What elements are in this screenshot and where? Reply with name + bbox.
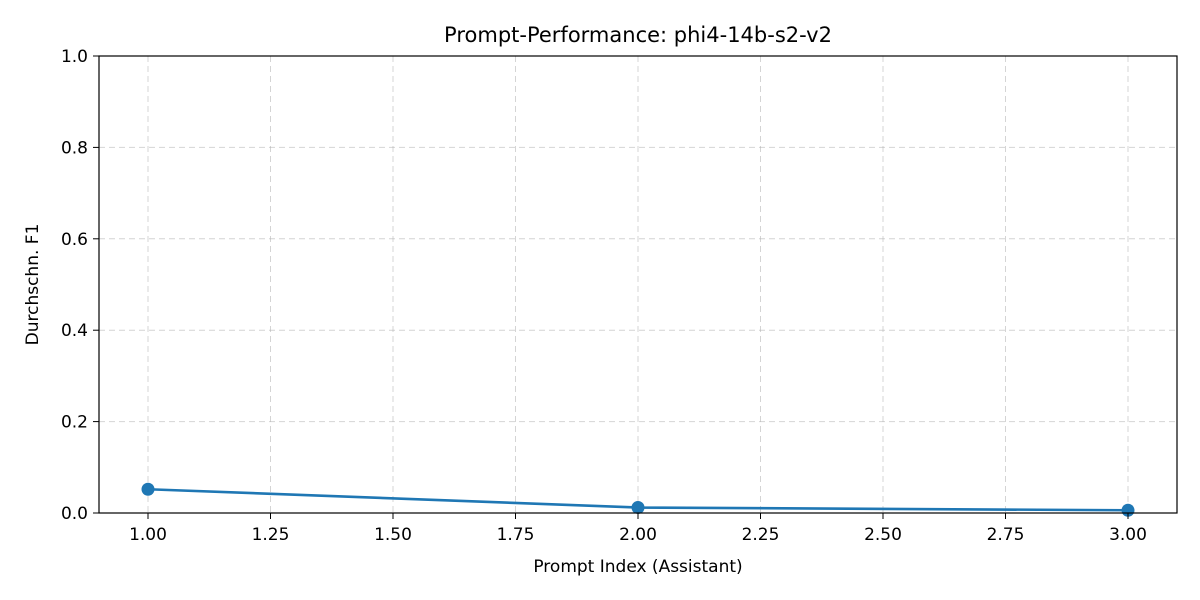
data-point-2 (631, 501, 645, 515)
x-tick-label: 2.75 (987, 525, 1025, 545)
data-point-1 (141, 482, 155, 496)
chart-title: Prompt-Performance: phi4-14b-s2-v2 (444, 23, 832, 47)
grid-layer (99, 55, 1177, 514)
axis-layer: 1.00 1.25 1.50 1.75 2.00 2.25 2.50 2.75 3.00 0.0 0… (61, 47, 1147, 545)
y-tick-label: 1.0 (61, 47, 88, 67)
x-tick-label: 1.00 (129, 525, 167, 545)
y-axis-title: Durchschn. F1 (23, 224, 43, 346)
y-tick-label: 0.8 (61, 138, 88, 158)
y-tick-label: 0.6 (61, 230, 88, 250)
x-tick-label: 1.25 (252, 525, 290, 545)
x-axis-title: Prompt Index (Assistant) (533, 557, 742, 577)
x-tick-label: 2.25 (742, 525, 780, 545)
x-tick-label: 1.50 (374, 525, 412, 545)
y-tick-label: 0.4 (61, 321, 88, 341)
x-tick-label: 1.75 (497, 525, 535, 545)
y-tick-label: 0.2 (61, 413, 88, 433)
x-tick-label: 2.00 (619, 525, 657, 545)
x-tick-label: 2.50 (864, 525, 902, 545)
x-tick-label: 3.00 (1109, 525, 1147, 545)
y-tick-label: 0.0 (61, 504, 88, 524)
